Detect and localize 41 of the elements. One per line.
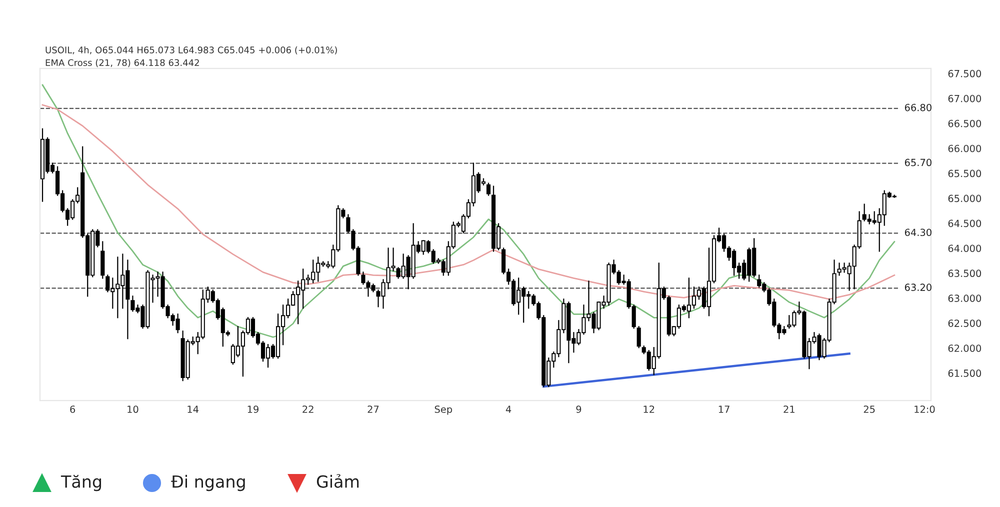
x-tick-label: Sep: [434, 406, 452, 415]
y-tick-label: 67.500: [948, 70, 982, 78]
candlestick: [100, 241, 105, 279]
y-tick-label: 62.000: [948, 344, 982, 352]
ref-line-label: 64.30: [904, 228, 932, 236]
x-tick-label: 9: [576, 406, 582, 413]
candlestick: [636, 326, 641, 348]
x-tick-label: 6: [70, 406, 76, 413]
x-tick-label: 12: [644, 406, 654, 413]
ref-line-label: 66.80: [904, 104, 932, 112]
y-tick-label: 64.500: [948, 220, 982, 228]
x-tick-label: 10: [128, 406, 138, 413]
y-tick-label: 65.000: [948, 194, 982, 202]
y-tick-label: 66.000: [948, 144, 982, 152]
y-tick-label: 62.500: [948, 320, 982, 327]
x-tick-label: 27: [368, 406, 379, 413]
y-tick-label: 63.000: [948, 294, 982, 302]
y-tick-label: 66.500: [948, 120, 982, 128]
y-tick-label: 63.500: [948, 270, 982, 278]
ref-line-label: 65.70: [904, 158, 932, 166]
x-tick-label: 25: [864, 406, 875, 413]
text: Đi ngang: [171, 474, 245, 492]
y-tick-label: 67.000: [948, 94, 982, 102]
text: Giảm: [316, 474, 359, 488]
ref-line-label: 63.20: [904, 284, 932, 291]
text: USOIL, 4h, O65.044 H65.073 L64.983 C65.045 +0.006 (+0.01%): [46, 46, 337, 54]
x-tick-label: 21: [784, 406, 794, 413]
x-tick-label: 17: [718, 406, 730, 413]
x-tick-label: 22: [302, 406, 314, 413]
y-tick-label: 64.000: [948, 244, 982, 252]
text: EMA Cross (21, 78) 64.118 63.442: [46, 59, 199, 68]
x-tick-label: 19: [248, 406, 258, 413]
candlestick: [486, 182, 491, 196]
y-tick-label: 65.500: [948, 170, 982, 178]
x-tick-label: 14: [188, 406, 198, 413]
line-series: [42, 104, 896, 300]
x-tick-label: 12:0: [914, 406, 935, 413]
y-tick-label: 61.500: [948, 370, 982, 377]
text: Tăng: [60, 474, 102, 492]
line-series: [42, 84, 896, 338]
x-tick-label: 4: [506, 406, 512, 413]
